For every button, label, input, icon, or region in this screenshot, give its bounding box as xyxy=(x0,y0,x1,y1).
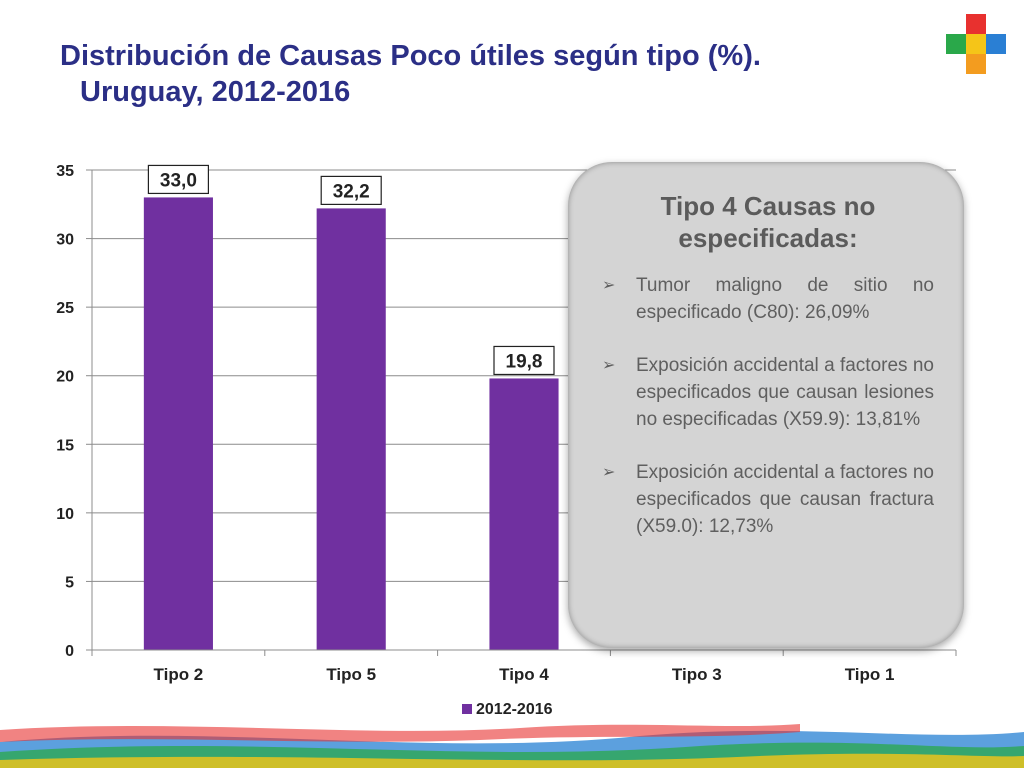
data-labels: 33,0 32,2 19,8 xyxy=(147,164,555,376)
bar xyxy=(489,378,559,650)
callout-item-text: Tumor maligno de sitio no especificado (… xyxy=(636,275,934,323)
callout-item-text: Exposición accidental a factores no espe… xyxy=(636,355,934,430)
y-tick-label: 10 xyxy=(56,506,74,523)
data-label: 32,2 xyxy=(333,181,370,202)
y-tick-label: 20 xyxy=(56,369,74,386)
bar xyxy=(143,197,213,650)
legend-swatch xyxy=(462,704,472,714)
y-tick-label: 25 xyxy=(56,300,74,317)
title-line-1: Distribución de Causas Poco útiles según… xyxy=(60,40,761,72)
x-tick-label: Tipo 1 xyxy=(845,665,895,684)
y-tick-label: 0 xyxy=(65,643,74,660)
legend-label: 2012-2016 xyxy=(476,701,553,718)
data-label-box xyxy=(147,164,209,195)
y-tick-label: 5 xyxy=(65,574,74,591)
legend: 2012-2016 xyxy=(462,701,553,718)
callout-list: ➢ Tumor maligno de sitio no especificado… xyxy=(602,272,934,540)
callout-title: Tipo 4 Causas no especificadas: xyxy=(660,191,876,253)
callout-box: Tipo 4 Causas no especificadas: ➢ Tumor … xyxy=(568,162,964,648)
y-tick-label: 35 xyxy=(56,163,74,180)
y-tick-label: 15 xyxy=(56,437,74,454)
x-tick-label: Tipo 5 xyxy=(326,665,376,684)
x-tick-label: Tipo 4 xyxy=(499,665,549,684)
y-tick-label: 30 xyxy=(56,232,74,249)
callout-item: ➢ Exposición accidental a factores no es… xyxy=(602,459,934,540)
footer-decoration xyxy=(0,724,1024,768)
callout-item: ➢ Exposición accidental a factores no es… xyxy=(602,352,934,433)
page-title: Distribución de Causas Poco útiles según… xyxy=(60,38,920,110)
arrow-bullet-icon: ➢ xyxy=(602,464,616,481)
bar xyxy=(316,208,386,650)
arrow-bullet-icon: ➢ xyxy=(602,357,616,374)
data-label-box xyxy=(493,345,555,376)
x-tick-label: Tipo 2 xyxy=(154,665,204,684)
callout-item-text: Exposición accidental a factores no espe… xyxy=(636,462,934,537)
axes: 0 5 10 15 20 25 30 35 Tipo 2 Tipo 5 Tipo 4 Tipo 3 Ti… xyxy=(56,163,957,684)
logo-cross-icon xyxy=(946,14,1006,74)
bars xyxy=(143,197,559,650)
x-tick-label: Tipo 3 xyxy=(672,665,722,684)
data-label: 19,8 xyxy=(506,351,543,372)
callout-item: ➢ Tumor maligno de sitio no especificado… xyxy=(602,272,934,326)
title-line-2: Uruguay, 2012-2016 xyxy=(80,76,351,108)
data-label: 33,0 xyxy=(160,170,197,191)
data-label-box xyxy=(320,175,382,205)
arrow-bullet-icon: ➢ xyxy=(602,277,616,294)
